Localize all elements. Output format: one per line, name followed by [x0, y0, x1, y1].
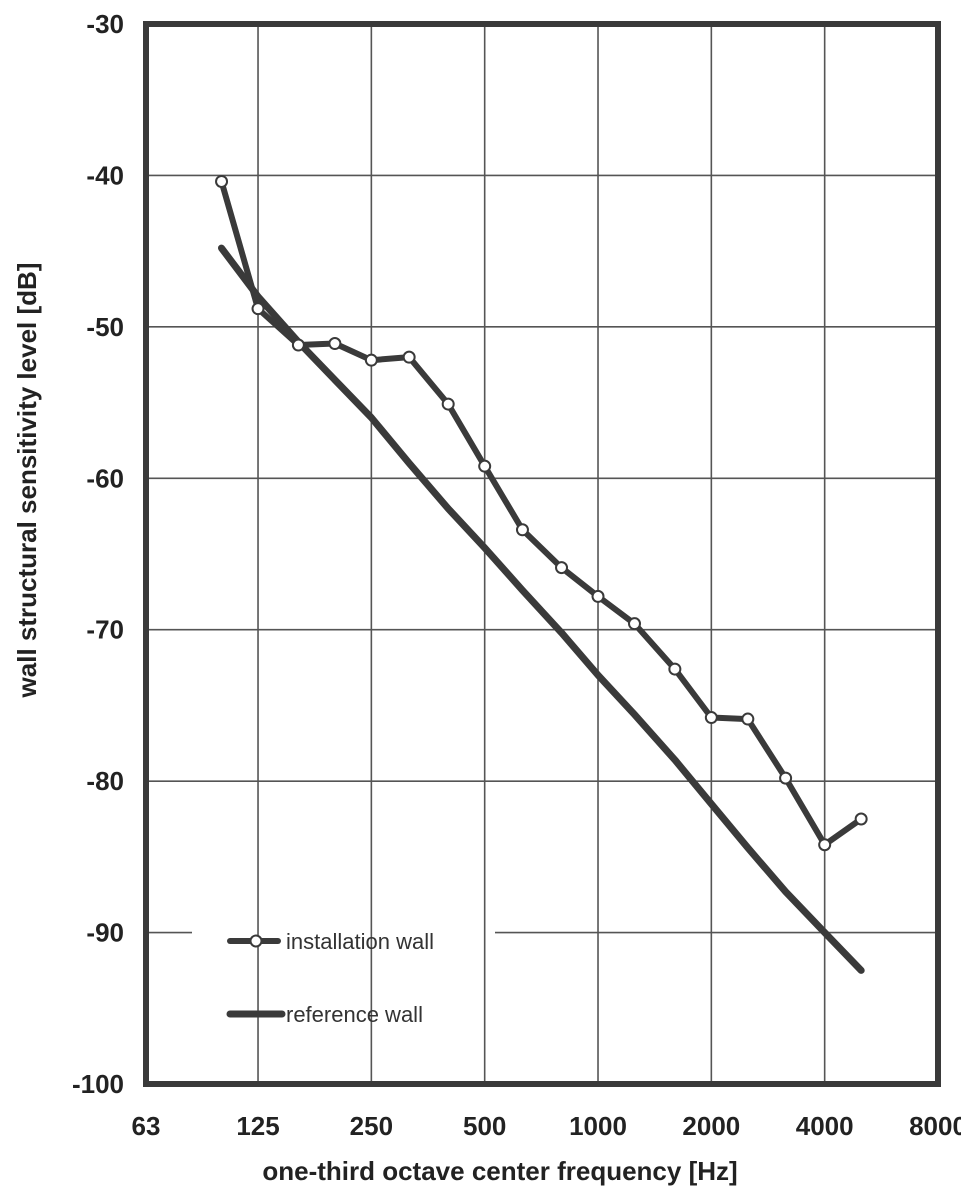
installation-wall-point [741, 712, 755, 726]
legend-installation-wall-label: installation wall [286, 929, 434, 954]
installation-wall-point [591, 589, 605, 603]
installation-wall-point [441, 397, 455, 411]
x-tick-label: 8000 [909, 1111, 961, 1141]
installation-wall-point [668, 662, 682, 676]
installation-wall-point [515, 523, 529, 537]
y-tick-label: -100 [72, 1069, 124, 1099]
grid [146, 24, 938, 1084]
x-tick-label: 2000 [682, 1111, 740, 1141]
plot-frame [143, 21, 941, 1087]
x-tick-label: 63 [132, 1111, 161, 1141]
installation-wall-point [291, 338, 305, 352]
installation-wall-point [704, 711, 718, 725]
x-axis-label: one-third octave center frequency [Hz] [262, 1156, 737, 1186]
installation-wall-line [218, 178, 865, 848]
tick-labels: 63 125 250 500 1000 2000 4000 8000 -30 -40 -50 -60 -… [72, 9, 961, 1141]
y-tick-label: -50 [86, 312, 124, 342]
installation-wall-point [818, 838, 832, 852]
x-tick-label: 125 [236, 1111, 279, 1141]
y-tick-label: -30 [86, 9, 124, 39]
installation-wall-point [251, 302, 265, 316]
installation-wall-point [478, 459, 492, 473]
y-tick-label: -60 [86, 463, 124, 493]
series-layer [215, 174, 868, 974]
legend-reference-wall-label: reference wall [286, 1002, 423, 1027]
y-axis-label: wall structural sensitivity level [dB] [12, 263, 42, 699]
x-tick-label: 1000 [569, 1111, 627, 1141]
y-tick-label: -80 [86, 766, 124, 796]
installation-wall-point [364, 353, 378, 367]
y-tick-label: -70 [86, 615, 124, 645]
installation-wall-point [854, 812, 868, 826]
installation-wall-point [779, 771, 793, 785]
reference-wall-line [218, 244, 865, 974]
x-tick-label: 250 [350, 1111, 393, 1141]
installation-wall-point [328, 337, 342, 351]
legend: installation wall reference wall [226, 929, 434, 1027]
installation-wall-point [402, 350, 416, 364]
y-tick-label: -90 [86, 918, 124, 948]
y-tick-label: -40 [86, 160, 124, 190]
installation-wall-point [555, 561, 569, 575]
x-tick-label: 500 [463, 1111, 506, 1141]
installation-wall-point [215, 174, 229, 188]
legend-installation-wall-marker [249, 934, 263, 948]
installation-wall-point [627, 617, 641, 631]
x-tick-label: 4000 [796, 1111, 854, 1141]
